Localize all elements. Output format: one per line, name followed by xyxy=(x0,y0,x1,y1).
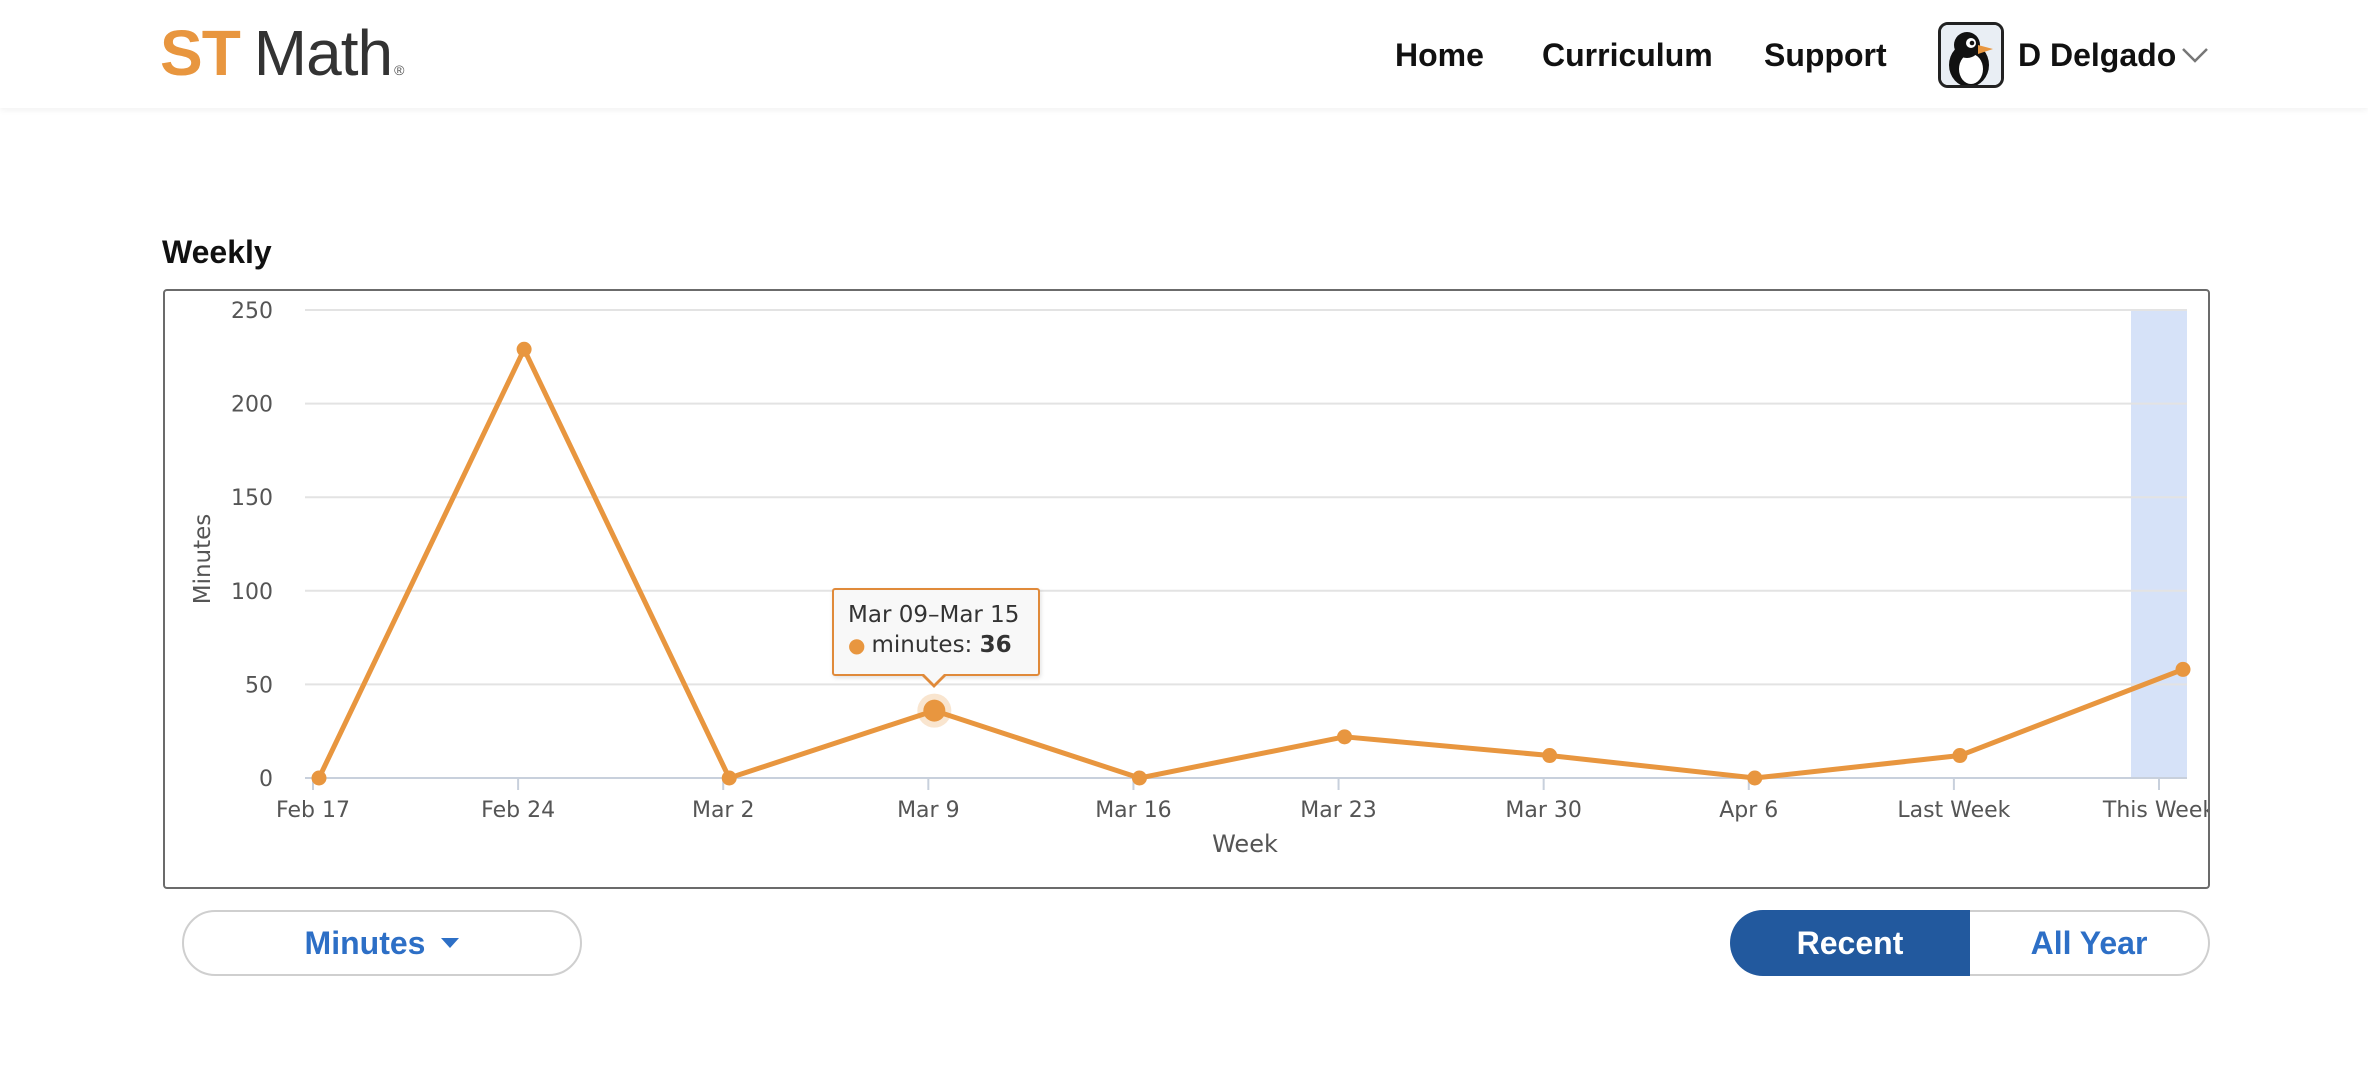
metric-dropdown[interactable]: Minutes xyxy=(182,910,582,976)
minutes-series-points[interactable] xyxy=(311,341,2191,786)
x-axis-title: Week xyxy=(1212,830,1278,858)
chart-svg: 0 50 100 150 200 250 Feb 17 Feb 24 Mar 2 Mar 9 Ma… xyxy=(190,299,2208,858)
nav-curriculum-link[interactable]: Curriculum xyxy=(1542,37,1713,73)
y-axis-ticks: 0 50 100 150 200 250 xyxy=(231,299,273,792)
metric-dropdown-label: Minutes xyxy=(304,925,426,961)
x-tick-label: Feb 17 xyxy=(276,798,350,823)
user-name[interactable]: D Delgado xyxy=(2018,37,2177,73)
data-point[interactable] xyxy=(1131,770,1147,786)
x-tick-label: Apr 6 xyxy=(1719,798,1778,823)
chart-grid xyxy=(305,309,2187,686)
top-navigation-bar: ST Math ® Home Curriculum Support D Delg… xyxy=(0,0,2368,108)
x-tick-label: Feb 24 xyxy=(481,798,555,823)
y-tick-label: 250 xyxy=(231,299,273,324)
y-tick-label: 50 xyxy=(245,673,273,698)
x-tick-label: Mar 30 xyxy=(1505,798,1582,823)
st-math-logo[interactable]: ST Math ® xyxy=(160,17,404,89)
weekly-minutes-chart: 0 50 100 150 200 250 Feb 17 Feb 24 Mar 2 Mar 9 Ma… xyxy=(163,289,2210,889)
x-tick-label: Last Week xyxy=(1897,798,2010,823)
data-point-hovered[interactable] xyxy=(923,699,946,722)
nav-support-link[interactable]: Support xyxy=(1764,37,1887,73)
data-point[interactable] xyxy=(1542,748,1558,764)
nav-home-link[interactable]: Home xyxy=(1395,37,1484,73)
chevron-down-icon[interactable] xyxy=(2180,44,2210,66)
data-point[interactable] xyxy=(1337,729,1353,745)
data-point[interactable] xyxy=(516,341,532,357)
minutes-series-line xyxy=(316,346,2184,781)
y-axis-title: Minutes xyxy=(190,514,216,605)
chart-tooltip: Mar 09–Mar 15 ● minutes: 36 xyxy=(832,588,1040,676)
tooltip-series-dot-icon: ● xyxy=(848,633,866,657)
this-week-highlight-band xyxy=(2131,310,2187,778)
caret-down-icon xyxy=(441,937,460,948)
tooltip-value-row: ● minutes: 36 xyxy=(848,630,1024,660)
data-point[interactable] xyxy=(2175,661,2191,677)
tooltip-value: 36 xyxy=(979,632,1012,658)
all-year-toggle-button[interactable]: All Year xyxy=(1970,910,2210,976)
recent-toggle-button[interactable]: Recent xyxy=(1730,910,1970,976)
x-axis-ticks: Feb 17 Feb 24 Mar 2 Mar 9 Mar 16 Mar 23 Mar 30… xyxy=(276,778,2208,823)
logo-registered-mark: ® xyxy=(394,62,404,78)
y-tick-label: 150 xyxy=(231,486,273,511)
x-tick-label: Mar 16 xyxy=(1095,798,1172,823)
y-tick-label: 200 xyxy=(231,393,273,418)
section-title-weekly: Weekly xyxy=(162,234,272,270)
data-point[interactable] xyxy=(1747,770,1763,786)
x-tick-label: This Week xyxy=(2102,798,2208,823)
data-point[interactable] xyxy=(721,770,737,786)
x-tick-label: Mar 23 xyxy=(1300,798,1377,823)
penguin-avatar-icon[interactable] xyxy=(1938,22,2004,88)
tooltip-series-label: minutes: xyxy=(871,632,980,658)
y-tick-label: 100 xyxy=(231,580,273,605)
y-tick-label: 0 xyxy=(259,767,273,792)
x-tick-label: Mar 2 xyxy=(692,798,755,823)
logo-math-text: Math xyxy=(253,17,393,89)
logo-st-text: ST xyxy=(160,17,241,89)
data-point[interactable] xyxy=(1952,748,1968,764)
x-tick-label: Mar 9 xyxy=(897,798,960,823)
tooltip-date-range: Mar 09–Mar 15 xyxy=(848,602,1020,628)
tooltip-arrow-fill xyxy=(923,673,945,684)
data-point[interactable] xyxy=(311,770,327,786)
